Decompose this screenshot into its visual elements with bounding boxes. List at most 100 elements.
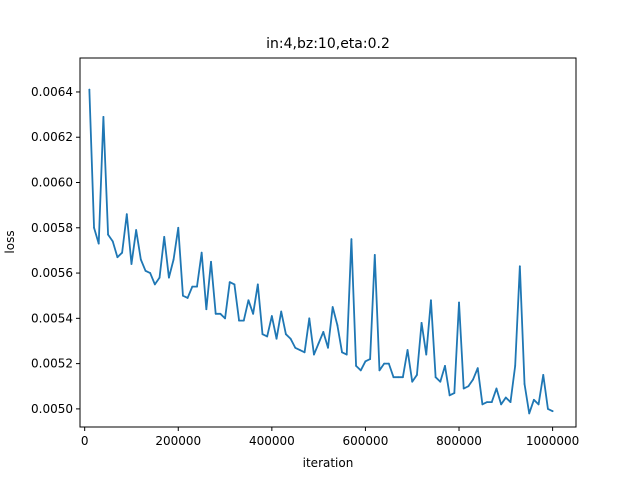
data-point — [327, 346, 329, 349]
data-point — [308, 317, 311, 320]
data-point — [153, 283, 156, 286]
data-point — [416, 374, 418, 376]
data-point — [107, 233, 109, 236]
data-point — [261, 333, 264, 336]
plot-frame — [79, 57, 577, 428]
data-point — [336, 324, 339, 327]
x-tick-label: 400000 — [249, 434, 295, 448]
x-tick-label: 1000000 — [526, 434, 579, 448]
data-point — [130, 263, 133, 265]
data-point — [439, 380, 442, 383]
data-point — [205, 308, 208, 311]
data-point — [345, 353, 348, 356]
data-point — [289, 337, 292, 340]
data-point — [163, 235, 166, 238]
data-point — [168, 276, 170, 279]
data-point — [392, 376, 395, 379]
data-point — [182, 294, 184, 297]
data-point — [495, 387, 498, 390]
data-point — [481, 403, 484, 406]
data-point — [364, 360, 367, 363]
y-tick-label: 0.0056 — [31, 266, 73, 280]
data-point — [200, 251, 203, 254]
loss-series-line — [88, 88, 554, 415]
data-point — [547, 407, 549, 410]
data-point — [97, 242, 100, 245]
data-point — [303, 351, 306, 354]
data-point — [280, 310, 283, 313]
data-point — [537, 403, 540, 406]
x-tick-label: 0 — [81, 434, 89, 448]
y-tick-label: 0.0052 — [31, 357, 73, 371]
data-point — [350, 238, 353, 241]
data-point — [322, 331, 325, 333]
data-point — [504, 396, 507, 399]
data-point — [472, 378, 474, 381]
data-point — [448, 394, 451, 397]
data-point — [88, 88, 91, 91]
data-point — [486, 401, 488, 403]
data-point — [256, 283, 259, 286]
data-point — [299, 349, 301, 351]
data-point — [528, 412, 531, 415]
x-tick-label: 200000 — [155, 434, 201, 448]
data-point — [172, 258, 175, 261]
data-point — [177, 226, 180, 229]
data-point — [444, 364, 446, 367]
data-point — [518, 265, 521, 268]
data-point — [247, 299, 250, 302]
data-point — [411, 380, 414, 383]
data-point — [210, 260, 212, 263]
data-point — [425, 353, 428, 356]
data-point — [434, 376, 437, 379]
data-point — [116, 256, 119, 259]
data-point — [359, 369, 362, 372]
data-point — [373, 254, 376, 256]
data-point — [196, 285, 198, 288]
data-point — [93, 226, 95, 229]
loss-series-points — [88, 88, 554, 415]
data-point — [369, 358, 372, 360]
data-point — [219, 312, 222, 315]
data-point — [406, 349, 409, 351]
data-point — [125, 213, 128, 216]
x-axis-label: iteration — [303, 456, 354, 470]
x-tick-label: 600000 — [343, 434, 389, 448]
y-tick-label: 0.0064 — [31, 85, 73, 99]
data-point — [462, 387, 465, 390]
data-point — [135, 229, 138, 231]
data-point — [224, 317, 226, 320]
data-point — [500, 403, 503, 406]
data-point — [401, 376, 404, 379]
data-point — [514, 364, 517, 367]
data-point — [102, 115, 105, 118]
data-point — [252, 312, 255, 315]
data-point — [266, 335, 269, 338]
data-point — [387, 362, 390, 365]
data-point — [149, 272, 152, 274]
data-point — [551, 410, 554, 413]
data-point — [294, 346, 297, 349]
data-point — [317, 342, 320, 345]
axes-ticks: 0 200000 400000 600000 800000 1000000 0.0050 0.… — [31, 85, 579, 448]
data-point — [144, 269, 147, 272]
data-point — [214, 312, 217, 315]
y-tick-label: 0.0060 — [31, 176, 73, 190]
data-point — [532, 398, 535, 401]
data-point — [341, 351, 343, 354]
data-point — [111, 240, 114, 243]
data-point — [331, 306, 334, 308]
data-point — [158, 276, 161, 279]
y-tick-label: 0.0058 — [31, 221, 73, 235]
data-point — [420, 321, 423, 324]
y-tick-label: 0.0054 — [31, 311, 73, 325]
data-point — [383, 362, 386, 365]
data-point — [476, 367, 479, 370]
data-point — [490, 401, 493, 403]
y-tick-label: 0.0050 — [31, 402, 73, 416]
data-point — [191, 285, 194, 288]
data-point — [121, 251, 124, 254]
data-point — [542, 374, 545, 376]
data-point — [509, 401, 512, 403]
